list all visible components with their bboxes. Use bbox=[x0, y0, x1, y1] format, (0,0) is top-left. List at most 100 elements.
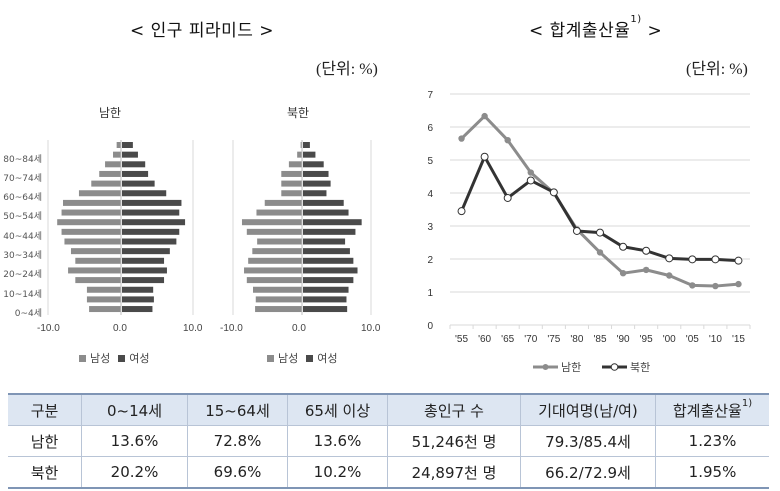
female-bar bbox=[303, 199, 344, 206]
tfr-title-end: > bbox=[641, 21, 663, 41]
male-bar bbox=[288, 161, 302, 168]
female-bar bbox=[303, 151, 316, 158]
female-bar bbox=[303, 142, 310, 148]
male-bar bbox=[281, 190, 302, 197]
female-bar bbox=[122, 248, 170, 255]
south-pyramid-chart bbox=[47, 140, 194, 315]
female-bar bbox=[122, 219, 186, 226]
header-cell: 15~64세 bbox=[187, 394, 288, 426]
male-bar bbox=[61, 209, 121, 216]
female-bar bbox=[122, 161, 146, 168]
male-bar bbox=[116, 142, 121, 148]
north-xtick: 10.0 bbox=[361, 323, 381, 334]
female-bar bbox=[303, 161, 324, 168]
y-tick-label: 0 bbox=[427, 321, 433, 332]
table-cell: 20.2% bbox=[81, 456, 188, 488]
south-data-point bbox=[712, 282, 719, 290]
male-bar bbox=[70, 248, 121, 255]
male-bar bbox=[78, 190, 121, 197]
female-bar bbox=[122, 228, 180, 235]
north-data-point bbox=[596, 228, 604, 237]
female-bar bbox=[303, 286, 349, 293]
male-bar bbox=[68, 267, 121, 274]
south-pyramid-legend: 남성 여성 bbox=[79, 350, 150, 366]
x-tick-label: '00 bbox=[663, 334, 676, 345]
age-label: 70~74세 bbox=[3, 174, 42, 184]
y-tick-label: 1 bbox=[427, 288, 433, 299]
female-bar bbox=[122, 267, 167, 274]
male-bar bbox=[281, 170, 302, 177]
south-data-point bbox=[458, 135, 465, 142]
male-bar bbox=[264, 199, 302, 206]
age-label: 80~84세 bbox=[3, 155, 42, 165]
female-bar bbox=[303, 257, 354, 264]
table-cell: 24,897천 명 bbox=[387, 456, 521, 488]
male-swatch-icon bbox=[267, 354, 274, 362]
female-bar bbox=[303, 180, 331, 187]
age-label: 10~14세 bbox=[3, 290, 42, 300]
y-tick-label: 6 bbox=[427, 123, 433, 134]
x-tick-label: '10 bbox=[709, 334, 722, 345]
male-bar bbox=[105, 161, 121, 168]
legend-male: 남성 bbox=[278, 352, 299, 365]
age-label: 60~64세 bbox=[3, 193, 42, 203]
male-bar bbox=[253, 286, 302, 293]
x-tick-label: '90 bbox=[617, 334, 630, 345]
female-bar bbox=[303, 306, 348, 313]
female-bar bbox=[303, 248, 350, 255]
table-cell: 10.2% bbox=[287, 456, 388, 488]
north-data-point bbox=[526, 176, 535, 185]
age-label: 0~4세 bbox=[14, 309, 42, 319]
tfr-title: < 합계출산율1) > bbox=[529, 14, 663, 41]
female-bar bbox=[303, 238, 346, 245]
male-bar bbox=[63, 199, 121, 206]
female-bar bbox=[303, 277, 354, 284]
female-bar bbox=[122, 151, 138, 158]
age-label: 40~44세 bbox=[3, 232, 42, 242]
male-bar bbox=[252, 248, 302, 255]
male-bar bbox=[246, 228, 302, 235]
table-cell: 79.3/85.4세 bbox=[520, 425, 656, 457]
male-bar bbox=[244, 267, 302, 274]
table-cell: 51,246천 명 bbox=[387, 425, 521, 457]
x-tick-label: '75 bbox=[547, 334, 560, 345]
legend-male: 남성 bbox=[90, 352, 111, 365]
north-data-point bbox=[711, 255, 720, 264]
female-bar bbox=[122, 277, 165, 284]
south-xtick: 0.0 bbox=[113, 323, 127, 334]
male-bar bbox=[64, 238, 121, 245]
female-bar bbox=[303, 170, 329, 177]
north-data-point bbox=[480, 152, 489, 161]
north-pyramid-legend: 남성 여성 bbox=[267, 350, 338, 366]
male-bar bbox=[75, 277, 121, 284]
female-bar bbox=[303, 267, 358, 274]
north-pyramid-bars bbox=[241, 142, 362, 313]
male-bar bbox=[86, 296, 121, 303]
male-bar bbox=[257, 238, 302, 245]
legend-north-label: 북한 bbox=[630, 361, 650, 374]
female-bar bbox=[303, 209, 349, 216]
female-swatch-icon bbox=[118, 354, 126, 362]
south-data-point bbox=[481, 112, 488, 120]
female-bar bbox=[122, 199, 182, 206]
x-tick-label: '65 bbox=[501, 334, 514, 345]
south-data-point bbox=[642, 266, 650, 274]
summary-table: 구분 0~14세 15~64세 65세 이상 총인구 수 기대여명(남/여) 합… bbox=[8, 393, 769, 489]
north-xtick: 0.0 bbox=[292, 323, 306, 334]
y-tick-label: 4 bbox=[427, 189, 433, 200]
x-tick-label: '70 bbox=[524, 334, 537, 345]
table-cell: 북한 bbox=[8, 456, 82, 488]
south-data-point bbox=[735, 280, 742, 288]
south-pyramid-bars bbox=[57, 142, 186, 313]
male-bar bbox=[281, 180, 302, 187]
male-bar bbox=[300, 142, 302, 148]
female-bar bbox=[303, 228, 356, 235]
female-bar bbox=[122, 306, 153, 313]
table-cell: 1.95% bbox=[688, 463, 737, 481]
female-bar bbox=[122, 238, 177, 245]
male-bar bbox=[99, 170, 121, 177]
age-axis-labels: 0~4세 10~14세 20~24세 30~34세 40~44세 50~54세 … bbox=[3, 150, 42, 319]
age-label: 20~24세 bbox=[3, 270, 42, 280]
north-pyramid-title: 북한 bbox=[287, 106, 310, 120]
male-bar bbox=[86, 286, 121, 293]
